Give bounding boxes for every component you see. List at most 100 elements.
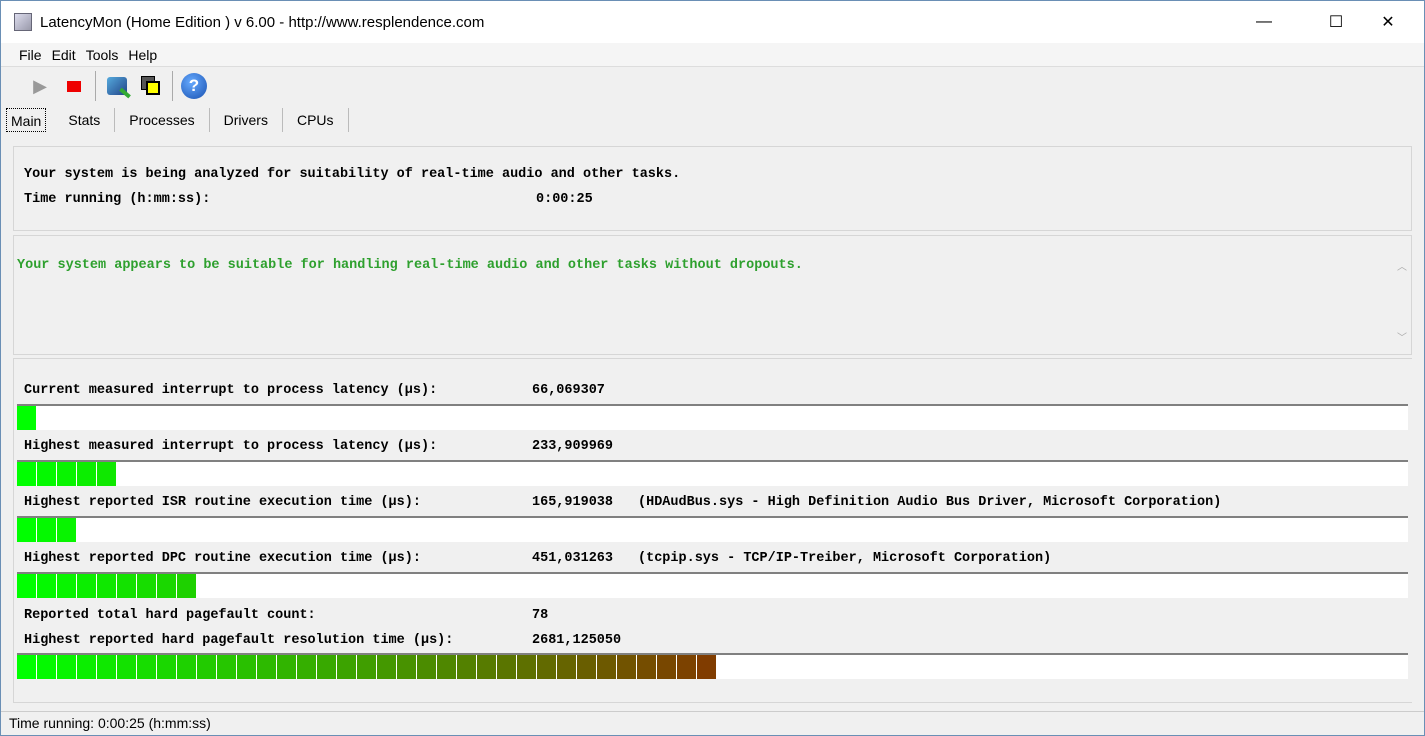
- tab-processes[interactable]: Processes: [115, 108, 210, 132]
- bar-segment: [17, 462, 36, 486]
- menu-file[interactable]: File: [19, 46, 42, 63]
- bar-segment: [177, 574, 196, 598]
- bar-segment: [217, 655, 236, 679]
- bar-segment: [337, 655, 356, 679]
- toolbar: ▶ ?: [1, 67, 1424, 105]
- metric-value: 66,069307: [532, 383, 605, 398]
- status-bar: Time running: 0:00:25 (h:mm:ss): [1, 711, 1424, 735]
- bar-segment: [617, 655, 636, 679]
- bar-segment: [57, 574, 76, 598]
- bar-segment: [97, 462, 116, 486]
- monitor-icon[interactable]: [100, 71, 134, 101]
- bar-segment: [37, 518, 56, 542]
- bar-segment: [117, 574, 136, 598]
- bar-segment: [317, 655, 336, 679]
- bar-segment: [417, 655, 436, 679]
- bar-segment: [577, 655, 596, 679]
- minimize-button[interactable]: —: [1256, 13, 1272, 30]
- time-running-value: 0:00:25: [536, 192, 593, 207]
- time-running-label: Time running (h:mm:ss):: [24, 192, 211, 207]
- bar-segment: [497, 655, 516, 679]
- metric-value: 233,909969: [532, 439, 614, 454]
- bar-segment: [397, 655, 416, 679]
- verdict-scrollbar[interactable]: ︿ ﹀: [1393, 236, 1411, 354]
- metric-label: Highest reported hard pagefault resoluti…: [24, 633, 454, 648]
- bar-segment: [537, 655, 556, 679]
- tab-main[interactable]: Main: [6, 108, 47, 132]
- bar-segment: [697, 655, 716, 679]
- metric-value: 165,919038: [532, 495, 614, 510]
- metric-detail: (HDAudBus.sys - High Definition Audio Bu…: [638, 495, 1222, 510]
- bar-segment: [37, 462, 56, 486]
- metric-detail: (tcpip.sys - TCP/IP-Treiber, Microsoft C…: [638, 551, 1052, 566]
- bar-segment: [17, 406, 36, 430]
- bar-segment: [657, 655, 676, 679]
- metric-label: Reported total hard pagefault count:: [24, 608, 316, 623]
- bar-segment: [477, 655, 496, 679]
- stop-icon[interactable]: [57, 71, 91, 101]
- menu-bar: File Edit Tools Help: [1, 43, 1424, 67]
- bar-segment: [157, 655, 176, 679]
- bar-segment: [517, 655, 536, 679]
- tab-bar: Main Stats Processes Drivers CPUs: [1, 105, 1424, 135]
- bar-segment: [237, 655, 256, 679]
- window-title: LatencyMon (Home Edition ) v 6.00 - http…: [40, 13, 485, 31]
- latency-bar: [17, 572, 1408, 598]
- bar-segment: [77, 462, 96, 486]
- bar-segment: [137, 655, 156, 679]
- bar-segment: [437, 655, 456, 679]
- bar-segment: [197, 655, 216, 679]
- bar-segment: [157, 574, 176, 598]
- bar-segment: [457, 655, 476, 679]
- analysis-panel: Your system is being analyzed for suitab…: [13, 146, 1412, 231]
- metric-label: Highest measured interrupt to process la…: [24, 439, 438, 454]
- bar-segment: [57, 655, 76, 679]
- verdict-panel: Your system appears to be suitable for h…: [13, 235, 1412, 355]
- bar-segment: [297, 655, 316, 679]
- app-icon: [14, 13, 32, 31]
- analysis-text: Your system is being analyzed for suitab…: [24, 167, 681, 182]
- bar-segment: [557, 655, 576, 679]
- bar-segment: [677, 655, 696, 679]
- menu-help[interactable]: Help: [128, 46, 158, 63]
- tab-drivers[interactable]: Drivers: [210, 108, 283, 132]
- bar-segment: [137, 574, 156, 598]
- close-button[interactable]: ✕: [1381, 14, 1395, 31]
- windows-icon[interactable]: [134, 71, 168, 101]
- bar-segment: [17, 655, 36, 679]
- menu-tools[interactable]: Tools: [85, 46, 119, 63]
- bar-segment: [597, 655, 616, 679]
- maximize-button[interactable]: ☐: [1328, 14, 1344, 31]
- latency-bar: [17, 516, 1408, 542]
- tab-cpus[interactable]: CPUs: [283, 108, 349, 132]
- bar-segment: [77, 574, 96, 598]
- latency-bar: [17, 460, 1408, 486]
- bar-segment: [637, 655, 656, 679]
- tab-stats[interactable]: Stats: [54, 108, 116, 132]
- play-icon[interactable]: ▶: [33, 75, 47, 96]
- help-icon[interactable]: ?: [177, 71, 211, 101]
- verdict-text: Your system appears to be suitable for h…: [17, 258, 803, 273]
- metric-value: 451,031263: [532, 551, 614, 566]
- bar-segment: [357, 655, 376, 679]
- bar-segment: [17, 574, 36, 598]
- bar-segment: [37, 655, 56, 679]
- bar-segment: [97, 655, 116, 679]
- metric-label: Highest reported ISR routine execution t…: [24, 495, 421, 510]
- bar-segment: [177, 655, 196, 679]
- bar-segment: [377, 655, 396, 679]
- bar-segment: [97, 574, 116, 598]
- toolbar-separator: [95, 71, 96, 101]
- bar-segment: [17, 518, 36, 542]
- metric-label: Highest reported DPC routine execution t…: [24, 551, 421, 566]
- bar-segment: [57, 462, 76, 486]
- title-bar: LatencyMon (Home Edition ) v 6.00 - http…: [1, 1, 1424, 43]
- bar-segment: [37, 574, 56, 598]
- toolbar-separator: [172, 71, 173, 101]
- metric-value: 78: [532, 608, 549, 623]
- bar-segment: [257, 655, 276, 679]
- metric-label: Current measured interrupt to process la…: [24, 383, 438, 398]
- menu-edit[interactable]: Edit: [51, 46, 76, 63]
- metric-value: 2681,125050: [532, 633, 622, 648]
- bar-segment: [77, 655, 96, 679]
